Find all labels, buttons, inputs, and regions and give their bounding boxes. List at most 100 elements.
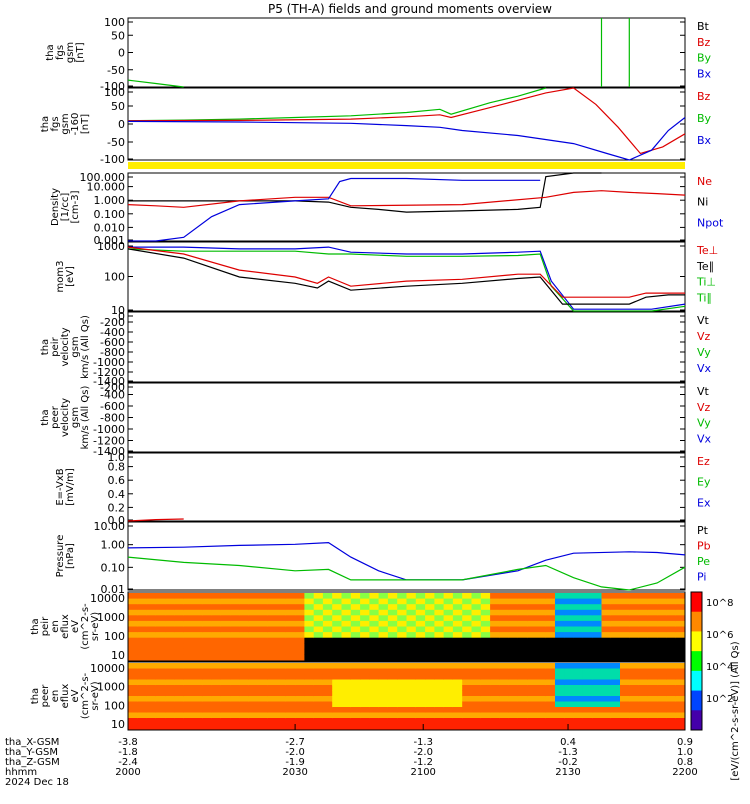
p5-legend-Vx: Vx <box>697 362 712 375</box>
p10-cell <box>490 679 500 686</box>
p9-cell <box>360 654 370 661</box>
p10-cell <box>638 679 649 686</box>
p10-cell <box>313 690 324 697</box>
p9-cell <box>452 620 463 627</box>
p4-ytick-label: 10 <box>111 304 125 317</box>
p9-cell <box>211 593 222 600</box>
p10-cell <box>165 718 175 724</box>
p3-ytick-label: 0.001 <box>94 234 126 247</box>
p10-cell <box>155 674 166 680</box>
p10-cell <box>508 707 519 713</box>
p10-cell <box>387 696 398 702</box>
p10-cell <box>313 679 324 686</box>
p9-cell <box>248 654 259 661</box>
p10-cell <box>508 718 519 724</box>
p9-cell <box>443 637 454 644</box>
p9-cell <box>499 626 510 633</box>
p9-cell <box>592 654 602 661</box>
p10-cell <box>193 690 203 697</box>
p10-cell <box>415 668 426 675</box>
p6-ytick-label: -200 <box>100 381 125 394</box>
p10-cell <box>239 679 250 686</box>
p10-cell <box>304 712 315 719</box>
p9-cell <box>425 604 435 611</box>
p10-cell <box>471 712 482 719</box>
p10-cell <box>675 674 686 680</box>
p10-cell <box>248 701 259 708</box>
p9-cell <box>313 598 324 605</box>
p10-cell <box>193 696 203 702</box>
p9-cell <box>443 648 454 655</box>
p10-cell <box>425 679 435 686</box>
p10-cell <box>276 707 287 713</box>
p10-cell <box>415 707 426 713</box>
p2-ytick-label: 100 <box>104 86 125 99</box>
p10-cell <box>582 718 593 724</box>
p10-cell <box>415 712 426 719</box>
p9-cell <box>332 632 342 639</box>
p3-legend-Ni: Ni <box>697 196 708 209</box>
p10-cell <box>360 701 370 708</box>
p9-cell <box>276 609 287 616</box>
p10-cell <box>610 685 621 691</box>
p10-cell <box>146 707 157 713</box>
p10-cell <box>295 674 305 680</box>
p10-cell <box>471 690 482 697</box>
p10-cell <box>536 723 547 730</box>
p10-cell <box>313 663 324 669</box>
p10-cell <box>647 712 658 719</box>
p10-cell <box>452 668 463 675</box>
p10-cell <box>601 690 612 697</box>
p9-cell <box>452 654 463 661</box>
p9-cell <box>165 648 175 655</box>
p9-cell <box>276 615 287 622</box>
p10-cell <box>322 723 333 730</box>
p9-cell <box>360 598 370 605</box>
p9-cell <box>443 654 454 661</box>
p7-ylabel: [mV/m] <box>65 468 76 506</box>
p9-cell <box>480 598 491 605</box>
p9-cell <box>165 654 175 661</box>
p10-cell <box>174 701 185 708</box>
p10-cell <box>202 723 213 730</box>
p10-cell <box>499 701 510 708</box>
p9-cell <box>155 637 166 644</box>
p10-cell <box>434 690 445 697</box>
p9-cell <box>183 654 194 661</box>
p6-legend-Vz: Vz <box>697 401 711 414</box>
p10-cell <box>564 701 575 708</box>
p10-cell <box>425 701 435 708</box>
p10-cell <box>332 674 342 680</box>
p10-cell <box>350 685 361 691</box>
p9-cell <box>601 615 612 622</box>
p9-cell <box>304 615 315 622</box>
p10-cell <box>387 674 398 680</box>
p9-cell <box>601 626 612 633</box>
p10-cell <box>369 668 380 675</box>
p9-cell <box>239 632 250 639</box>
p10-cell <box>434 685 445 691</box>
p9-cell <box>564 609 575 616</box>
p5-ytick-label: -600 <box>100 336 125 349</box>
p2-ytick-label: -100 <box>100 153 125 166</box>
p9-cell <box>155 593 166 600</box>
p10-cell <box>387 707 398 713</box>
p9-cell <box>267 632 278 639</box>
p10-cell <box>536 696 547 702</box>
p9-cell <box>128 620 138 627</box>
x-tick-label: -1.3 <box>413 737 433 748</box>
p10-cell <box>285 718 296 724</box>
p10-cell <box>146 690 157 697</box>
p10-cell <box>360 712 370 719</box>
p10-cell <box>322 718 333 724</box>
p10-cell <box>564 707 575 713</box>
p10-cell <box>480 718 491 724</box>
p9-cell <box>220 598 231 605</box>
p9-cell <box>508 604 519 611</box>
p10-cell <box>452 723 463 730</box>
p9-cell <box>137 604 148 611</box>
p9-cell <box>183 632 194 639</box>
p9-cell <box>545 615 556 622</box>
p9-cell <box>202 648 213 655</box>
p10-cell <box>248 690 259 697</box>
